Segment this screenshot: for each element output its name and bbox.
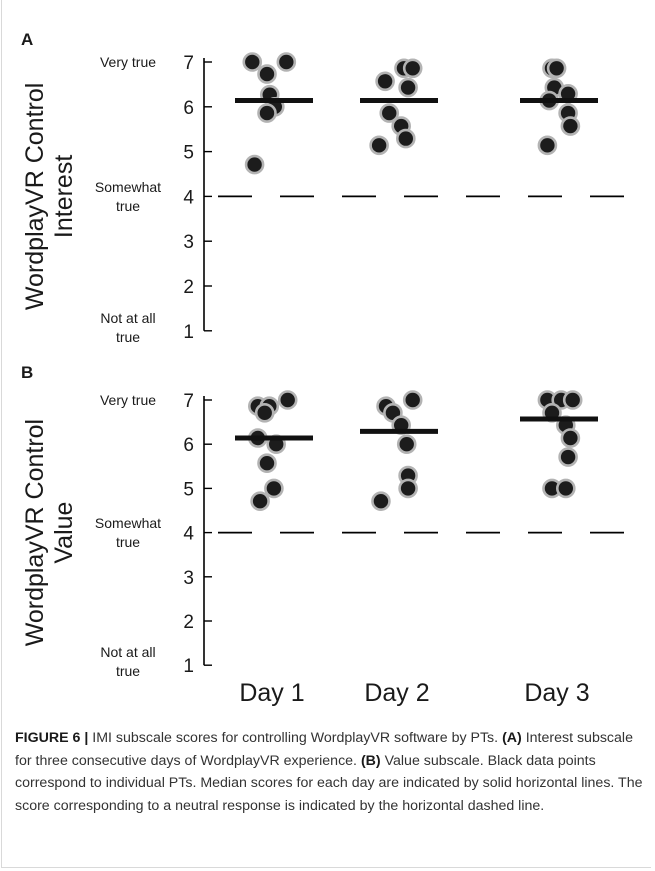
data-point bbox=[277, 390, 298, 410]
data-point bbox=[257, 453, 277, 474]
y-tick-label: 6 bbox=[183, 98, 194, 119]
caption-b-label: (B) bbox=[360, 752, 381, 769]
data-point bbox=[250, 491, 270, 512]
data-point bbox=[244, 154, 265, 175]
panel-label: B bbox=[21, 363, 33, 382]
figure-caption: FIGURE 6 | IMI subscale scores for contr… bbox=[15, 727, 643, 817]
data-point bbox=[546, 58, 567, 79]
y-tick-label: 2 bbox=[183, 612, 194, 633]
anchor-label: Very true bbox=[100, 54, 156, 70]
anchor-label-line: Very true bbox=[100, 392, 156, 408]
data-point bbox=[398, 77, 418, 98]
y-tick-label: 2 bbox=[183, 277, 194, 298]
caption-a-label: (A) bbox=[502, 730, 522, 746]
data-point bbox=[379, 103, 400, 123]
data-point bbox=[371, 491, 391, 512]
data-point bbox=[396, 434, 417, 455]
data-point bbox=[558, 447, 578, 467]
y-axis-title-line: Value bbox=[50, 502, 78, 564]
data-point bbox=[276, 52, 297, 72]
anchor-label-line: true bbox=[116, 534, 140, 550]
data-point bbox=[257, 103, 277, 123]
caption-b-text: Value subscale. Black data points corres… bbox=[15, 752, 643, 814]
y-tick-label: 3 bbox=[183, 232, 194, 253]
figure-label: FIGURE 6 | bbox=[15, 730, 89, 746]
anchor-label-line: Not at all bbox=[100, 644, 155, 660]
y-axis-title-line: WordplayVR Control bbox=[21, 419, 49, 646]
anchor-label-line: Somewhat bbox=[95, 179, 161, 195]
data-point bbox=[369, 135, 389, 156]
x-category-label: Day 1 bbox=[239, 679, 304, 707]
x-category-label: Day 2 bbox=[364, 679, 429, 707]
y-tick-label: 5 bbox=[183, 143, 194, 164]
anchor-label-line: true bbox=[116, 329, 140, 345]
data-point bbox=[257, 64, 277, 84]
figure-text: IMI subscale scores for controlling Word… bbox=[88, 730, 499, 746]
caption-a-text: Interest subscale for three consecutive … bbox=[15, 730, 633, 769]
data-point bbox=[242, 52, 263, 72]
y-tick-label: 1 bbox=[183, 322, 194, 343]
y-tick-label: 7 bbox=[183, 391, 194, 412]
x-category-label: Day 3 bbox=[524, 679, 589, 707]
panel-label: A bbox=[21, 30, 33, 49]
anchor-label: Somewhat true bbox=[95, 515, 161, 550]
y-axis-title-line: WordplayVR Control bbox=[21, 83, 49, 310]
anchor-label-line: Very true bbox=[100, 54, 156, 70]
y-tick-label: 5 bbox=[183, 479, 194, 500]
data-point bbox=[402, 390, 423, 410]
y-axis-title-line: Interest bbox=[50, 155, 78, 238]
panel-b: B WordplayVR ControlValue 1 2 3 4 5 6 7 Very true… bbox=[21, 363, 628, 707]
anchor-label-line: Not at all bbox=[100, 310, 155, 326]
anchor-label: Somewhat true bbox=[95, 179, 161, 214]
caption-paragraph: FIGURE 6 | IMI subscale scores for contr… bbox=[15, 727, 643, 817]
data-point bbox=[560, 116, 581, 136]
y-tick-label: 6 bbox=[183, 435, 194, 456]
y-tick-label: 7 bbox=[183, 53, 194, 74]
y-tick-label: 4 bbox=[183, 524, 194, 545]
anchor-label-line: true bbox=[116, 663, 140, 679]
data-point bbox=[537, 135, 558, 156]
y-tick-label: 4 bbox=[183, 187, 194, 208]
y-tick-label: 1 bbox=[183, 656, 194, 677]
y-axis-title: WordplayVR ControlInterest bbox=[21, 83, 78, 310]
y-tick-label: 3 bbox=[183, 568, 194, 589]
data-point bbox=[560, 428, 581, 448]
anchor-label: Not at all true bbox=[100, 310, 155, 345]
data-point bbox=[555, 478, 576, 499]
data-point bbox=[264, 478, 284, 499]
data-point bbox=[398, 478, 418, 499]
data-point bbox=[562, 390, 583, 410]
data-point bbox=[254, 403, 275, 423]
y-axis-title: WordplayVR ControlValue bbox=[21, 419, 78, 646]
panel-a: A WordplayVR ControlInterest 1 2 3 4 5 6 7 Very t… bbox=[21, 30, 628, 345]
data-point bbox=[402, 58, 423, 79]
anchor-label-line: true bbox=[116, 198, 140, 214]
anchor-label-line: Somewhat bbox=[95, 515, 161, 531]
anchor-label: Very true bbox=[100, 392, 156, 408]
data-point bbox=[395, 128, 416, 149]
anchor-label: Not at all true bbox=[100, 644, 155, 679]
data-point bbox=[375, 71, 395, 92]
